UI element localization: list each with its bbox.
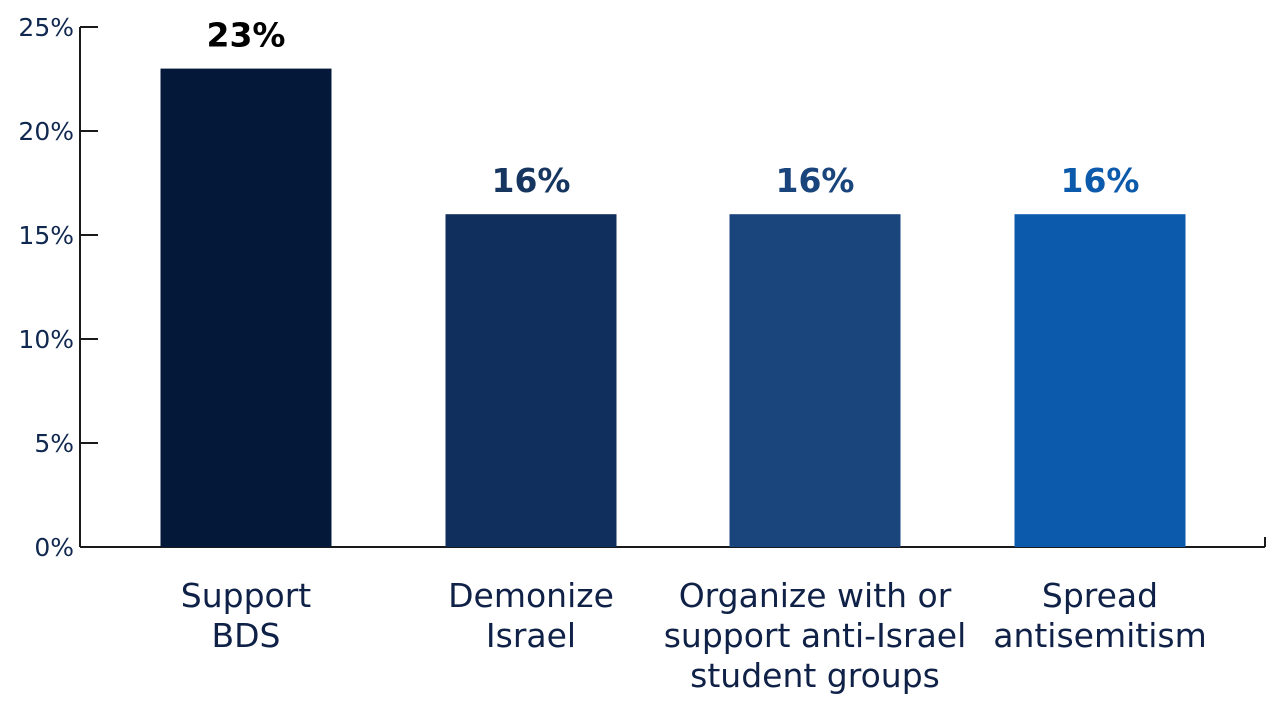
category-label-line: Support <box>181 576 312 615</box>
category-label-line: BDS <box>212 616 281 655</box>
bar <box>160 68 332 547</box>
category-label-line: Spread <box>1042 576 1158 615</box>
category-label-line: Israel <box>486 616 576 655</box>
data-label: 16% <box>776 161 855 200</box>
category-label: Spread antisemitism <box>993 576 1207 655</box>
bar <box>1014 214 1186 547</box>
data-label: 16% <box>492 161 571 200</box>
y-tick-label: 5% <box>34 429 74 458</box>
category-label-line: antisemitism <box>993 616 1207 655</box>
category-label: Demonize Israel <box>448 576 614 655</box>
data-labels: 23% 16% 16% 16% <box>207 16 1140 201</box>
bar <box>729 214 901 547</box>
y-tick-label: 15% <box>18 221 74 250</box>
y-tick-label: 20% <box>18 117 74 146</box>
y-tick-label: 0% <box>34 533 74 562</box>
data-label: 23% <box>207 16 286 55</box>
category-label-line: Demonize <box>448 576 614 615</box>
data-label: 16% <box>1061 161 1140 200</box>
bars <box>160 68 1186 547</box>
bar <box>445 214 617 547</box>
y-axis: 0% 5% 10% 15% 20% 25% <box>18 13 98 562</box>
category-labels: Support BDS Demonize Israel Organize with or… <box>181 576 1207 695</box>
y-tick-label: 25% <box>18 13 74 42</box>
category-label-line: support anti-Israel <box>664 616 967 655</box>
category-label: Organize with or support anti-Israel stude… <box>664 576 967 695</box>
y-tick-label: 10% <box>18 325 74 354</box>
category-label-line: student groups <box>690 656 940 695</box>
category-label: Support BDS <box>181 576 312 655</box>
category-label-line: Organize with or <box>679 576 952 615</box>
